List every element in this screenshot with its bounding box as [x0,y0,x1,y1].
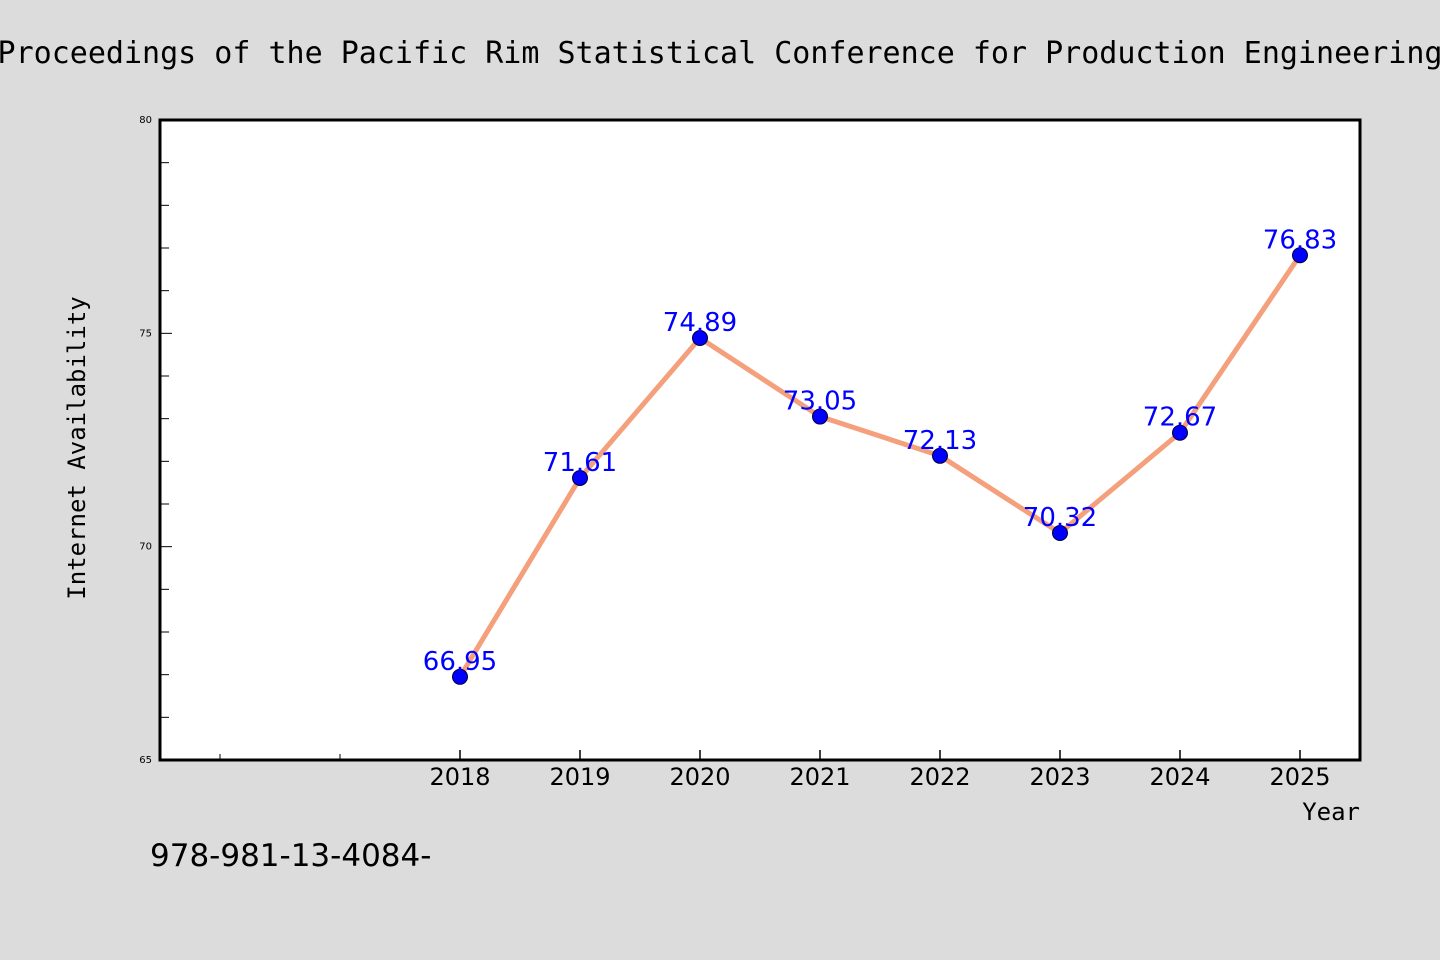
x-tick-label: 2021 [789,763,850,791]
y-tick-label: 75 [139,328,152,339]
plot-area [160,120,1360,760]
y-tick-label: 65 [139,755,152,766]
x-tick-label: 2022 [909,763,970,791]
data-point [452,668,468,685]
data-label: 72.13 [903,426,977,456]
data-point [932,447,948,464]
series-layer [452,247,1308,685]
data-label: 73.05 [783,387,857,417]
x-tick-label: 2019 [549,763,610,791]
data-point [1052,525,1068,542]
data-label: 66.95 [423,647,497,677]
x-tick-label: 2024 [1149,763,1210,791]
x-tick-label: 2020 [669,763,730,791]
x-tick-label: 2025 [1269,763,1330,791]
data-label: 74.89 [663,308,737,338]
data-label: 72.67 [1143,403,1217,433]
data-label: 76.83 [1263,225,1337,255]
plot-border [158,118,1362,762]
data-point [1292,247,1308,264]
data-point [812,408,828,425]
data-labels-layer: 66.95 71.61 74.89 73.05 72.13 70.32 72.67 76.83 [423,225,1337,677]
data-label: 70.32 [1023,503,1097,533]
x-tick-label: 2018 [429,763,490,791]
x-tick-label: 2023 [1029,763,1090,791]
isbn-text: 978-981-13-4084- [150,838,431,874]
data-point [572,469,588,486]
x-axis-ticks: 2018 2019 2020 2021 2022 2023 2024 2025 [219,750,1331,791]
y-tick-label: 70 [139,542,152,553]
data-label: 71.61 [543,448,617,478]
x-axis-label: Year [1302,798,1360,826]
data-point [1172,424,1188,441]
y-axis-label: Internet Availability [63,296,91,599]
series-line [457,252,1303,680]
data-point [692,330,708,347]
y-tick-label: 80 [139,115,152,126]
chart-title: Proceedings of the Pacific Rim Statistic… [0,36,1440,71]
